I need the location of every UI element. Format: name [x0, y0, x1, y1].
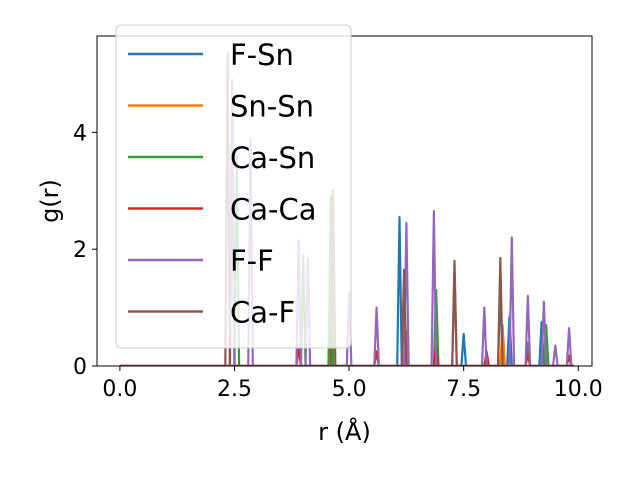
x-tick-label: 0.0	[102, 377, 137, 402]
y-tick-label: 0	[73, 355, 87, 380]
legend-label-f-f: F-F	[230, 244, 274, 278]
x-tick-label: 2.5	[217, 377, 252, 402]
x-axis-label: r (Å)	[318, 417, 371, 446]
x-tick-label: 5.0	[332, 377, 367, 402]
y-axis-ticks: 0 2 4	[73, 121, 97, 380]
legend-label-ca-f: Ca-F	[230, 296, 295, 330]
legend-label-sn-sn: Sn-Sn	[230, 90, 314, 124]
legend-label-ca-ca: Ca-Ca	[230, 193, 317, 227]
legend: F-Sn Sn-Sn Ca-Sn Ca-Ca F-F Ca-F	[115, 24, 352, 349]
legend-label-ca-sn: Ca-Sn	[230, 141, 315, 175]
x-axis-ticks: 0.0 2.5 5.0 7.5 10.0	[102, 366, 603, 402]
legend-label-f-sn: F-Sn	[230, 38, 294, 72]
y-axis-label: g(r)	[36, 179, 64, 223]
x-tick-label: 7.5	[446, 377, 481, 402]
x-tick-label: 10.0	[554, 377, 603, 402]
y-tick-label: 4	[73, 121, 87, 146]
y-tick-label: 2	[73, 238, 87, 263]
